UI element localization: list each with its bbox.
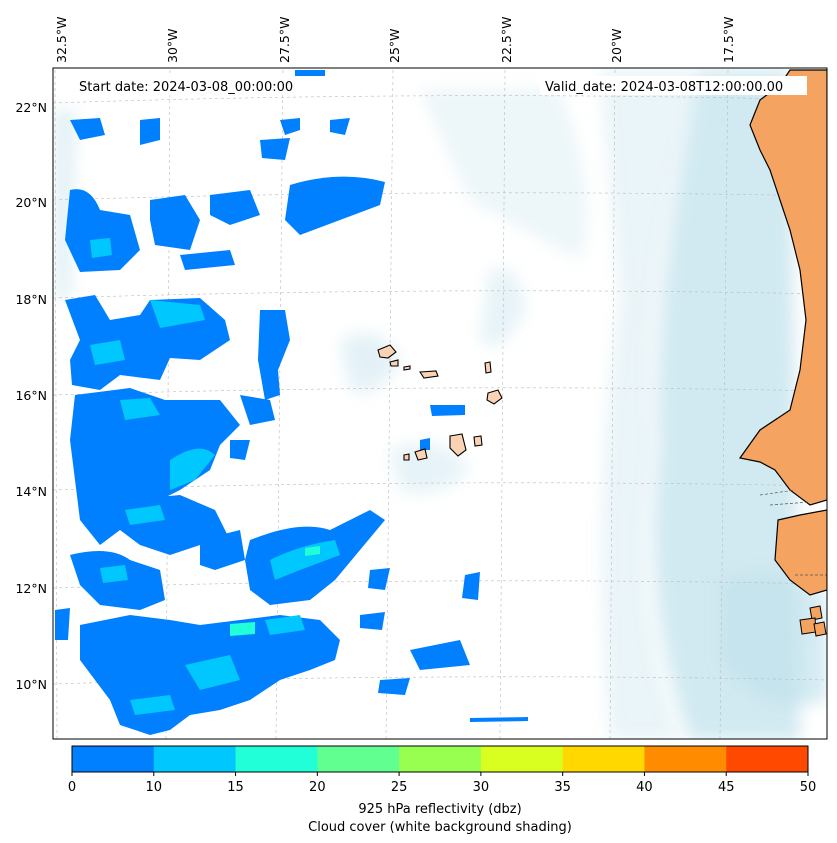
lon-label-25w: 25°W — [387, 28, 402, 63]
start-date-box — [73, 76, 313, 95]
colorbar-swatch — [644, 746, 727, 772]
colorbar-tick-label: 50 — [800, 780, 817, 795]
colorbar-ticks: 0 10 15 20 25 30 35 40 45 50 — [68, 772, 816, 795]
colorbar-tick-label: 15 — [227, 780, 244, 795]
colorbar-tick-label: 30 — [473, 780, 490, 795]
colorbar-frame — [71, 745, 809, 773]
lon-label-30w: 30°W — [165, 28, 180, 63]
colorbar-tick-label: 10 — [146, 780, 163, 795]
colorbar: 0 10 15 20 25 30 35 40 45 50 925 hPa reflectivity… — [68, 745, 816, 835]
reflectivity-mid — [90, 238, 340, 715]
colorbar-swatch — [480, 746, 564, 772]
lat-label-12n: 12°N — [15, 581, 47, 596]
lon-label-17-5w: 17.5°W — [721, 17, 736, 63]
colorbar-tick-label: 40 — [636, 780, 653, 795]
longitude-labels: 32.5°W 30°W 27.5°W 25°W 22.5°W 20°W 17.5… — [54, 17, 736, 63]
colorbar-tick-label: 0 — [68, 780, 76, 795]
reflectivity-high — [230, 546, 320, 636]
african-coastline — [738, 69, 827, 637]
lat-label-18n: 18°N — [15, 292, 47, 307]
lon-label-32-5w: 32.5°W — [54, 17, 69, 63]
lat-label-14n: 14°N — [15, 484, 47, 499]
colorbar-swatch — [562, 746, 645, 772]
lat-label-10n: 10°N — [15, 677, 47, 692]
colorbar-swatch — [72, 746, 155, 772]
date-header: Start date: 2024-03-08_00:00:00 Valid_da… — [73, 76, 807, 95]
lat-label-22n: 22°N — [15, 100, 47, 115]
colorbar-tick-label: 25 — [391, 780, 408, 795]
lon-label-20w: 20°W — [609, 28, 624, 63]
colorbar-swatch — [399, 746, 482, 772]
start-date-label: Start date: 2024-03-08_00:00:00 — [79, 80, 293, 95]
colorbar-swatch — [317, 746, 400, 772]
cloud-cover-shading — [55, 70, 827, 739]
colorbar-swatches — [72, 746, 809, 772]
colorbar-swatch — [153, 746, 237, 772]
valid-date-label: Valid_date: 2024-03-08T12:00:00.00 — [545, 80, 783, 95]
colorbar-tick-label: 45 — [718, 780, 735, 795]
lat-label-20n: 20°N — [15, 195, 47, 210]
lon-label-27-5w: 27.5°W — [277, 17, 292, 63]
colorbar-label: 925 hPa reflectivity (dbz) — [358, 802, 521, 817]
colorbar-sublabel: Cloud cover (white background shading) — [308, 820, 572, 835]
cape-verde-islands — [377, 344, 503, 461]
map-panel: Start date: 2024-03-08_00:00:00 Valid_da… — [53, 68, 827, 739]
colorbar-tick-label: 35 — [554, 780, 571, 795]
colorbar-swatch — [235, 746, 318, 772]
latitude-labels: 22°N 20°N 18°N 16°N 14°N 12°N 10°N — [15, 100, 47, 692]
lon-label-22-5w: 22.5°W — [499, 17, 514, 63]
colorbar-tick-label: 20 — [309, 780, 326, 795]
map-frame — [52, 67, 828, 740]
colorbar-swatch — [726, 746, 809, 772]
lat-label-16n: 16°N — [15, 388, 47, 403]
valid-date-box — [540, 76, 807, 95]
